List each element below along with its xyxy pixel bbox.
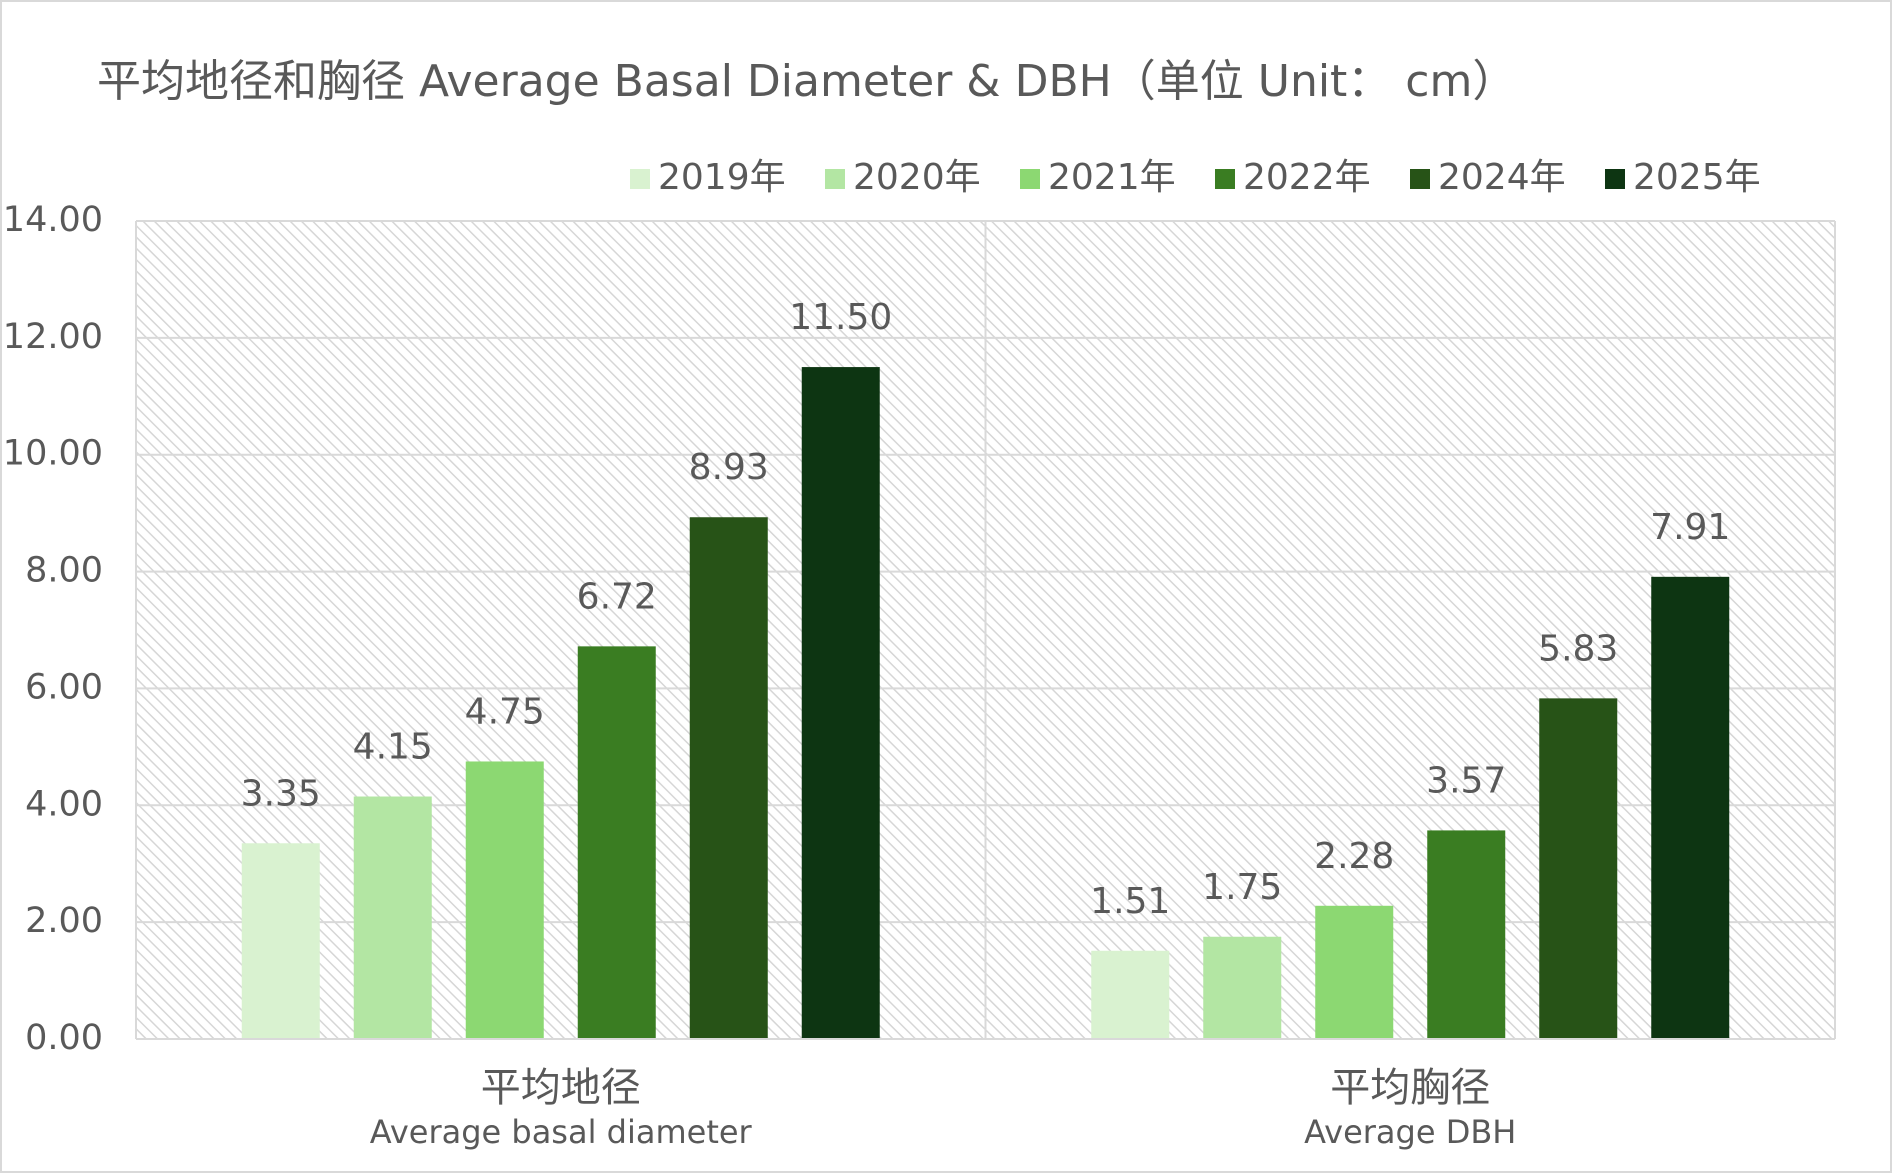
- y-tick-label: 12.00: [3, 317, 103, 357]
- legend-swatch: [1215, 169, 1235, 189]
- legend-swatch: [1605, 169, 1625, 189]
- legend-swatch: [1020, 169, 1040, 189]
- y-tick-label: 4.00: [25, 784, 103, 824]
- legend-label: 2021年: [1048, 157, 1176, 198]
- bar: [689, 517, 768, 1039]
- y-tick-label: 2.00: [25, 901, 103, 941]
- bar: [1315, 905, 1394, 1039]
- y-tick-label: 6.00: [25, 667, 103, 707]
- data-label: 6.72: [577, 576, 657, 617]
- legend-swatch: [630, 169, 650, 189]
- y-tick-label: 0.00: [25, 1018, 103, 1058]
- bar: [1427, 830, 1506, 1039]
- data-label: 1.51: [1090, 881, 1170, 922]
- data-label: 11.50: [789, 297, 892, 338]
- legend-label: 2020年: [853, 157, 981, 198]
- data-label: 3.35: [241, 773, 321, 814]
- x-tick-label: 平均胸径: [1330, 1065, 1490, 1111]
- bar: [577, 646, 656, 1039]
- data-label: 5.83: [1538, 628, 1618, 669]
- legend-swatch: [1410, 169, 1430, 189]
- bar: [353, 796, 432, 1039]
- bar: [241, 843, 320, 1039]
- data-label: 7.91: [1650, 507, 1730, 548]
- bar: [1651, 576, 1730, 1039]
- chart-title: 平均地径和胸径 Average Basal Diameter & DBH（单位 …: [97, 56, 1516, 107]
- x-tick-label: Average basal diameter: [370, 1113, 753, 1151]
- legend-label: 2024年: [1438, 157, 1566, 198]
- data-label: 3.57: [1426, 760, 1506, 801]
- y-tick-label: 10.00: [3, 434, 103, 474]
- bar: [1203, 936, 1282, 1039]
- data-label: 8.93: [689, 447, 769, 488]
- data-label: 1.75: [1202, 867, 1282, 908]
- bar: [801, 367, 880, 1040]
- bar: [1091, 950, 1170, 1039]
- y-tick-label: 8.00: [25, 551, 103, 591]
- x-tick-label: 平均地径: [481, 1065, 641, 1111]
- x-tick-label: Average DBH: [1304, 1113, 1516, 1151]
- legend-swatch: [825, 169, 845, 189]
- legend-label: 2022年: [1243, 157, 1371, 198]
- data-label: 4.15: [353, 727, 433, 768]
- bar: [1539, 698, 1618, 1039]
- legend-label: 2019年: [658, 157, 786, 198]
- legend-label: 2025年: [1633, 157, 1761, 198]
- data-label: 2.28: [1314, 836, 1394, 877]
- bar: [465, 761, 544, 1039]
- y-tick-label: 14.00: [3, 200, 103, 240]
- data-label: 4.75: [465, 691, 545, 732]
